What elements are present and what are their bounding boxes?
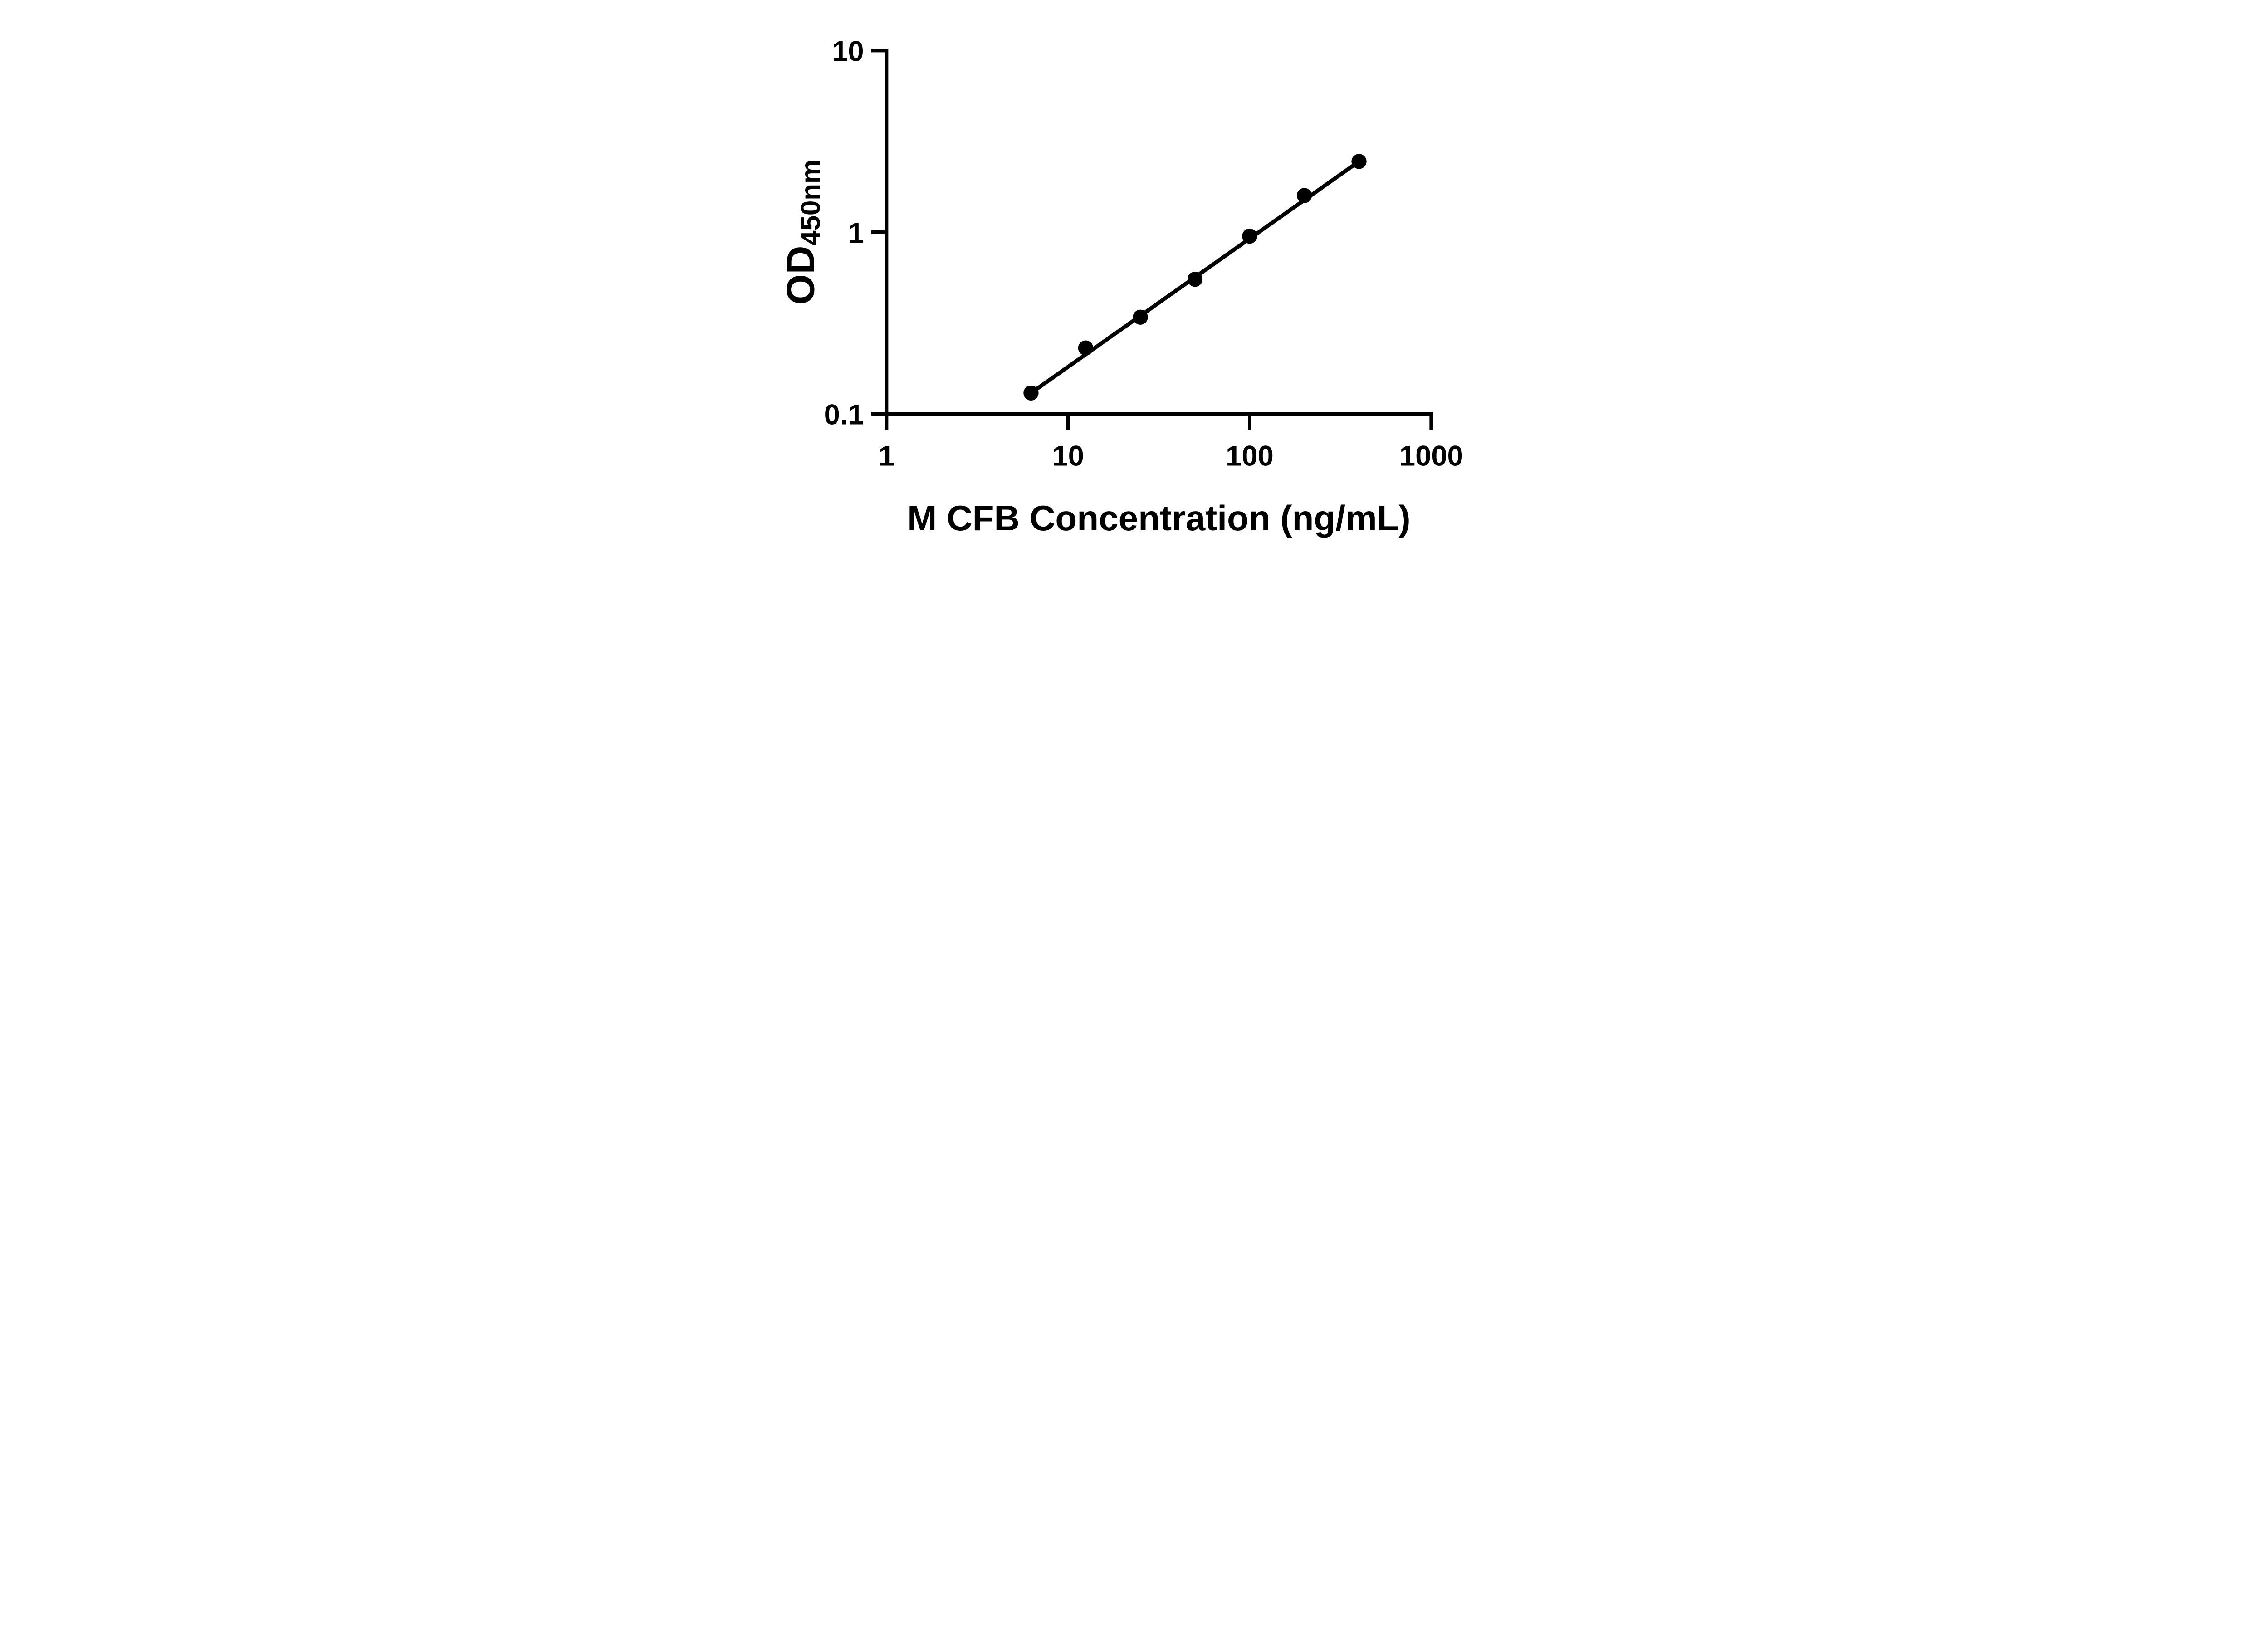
data-point xyxy=(1242,228,1257,244)
od-label: OD xyxy=(779,246,822,305)
x-tick-label: 100 xyxy=(1226,440,1274,472)
od-subscript-label: 450nm xyxy=(796,160,826,246)
standard-curve-figure: 1 10 100 1000 0.1 1 10 M CFB Concentration (ng/… xyxy=(753,0,1515,544)
data-point xyxy=(1078,340,1094,356)
x-axis-title: M CFB Concentration (ng/mL) xyxy=(907,498,1411,538)
data-point xyxy=(1296,188,1312,203)
data-point xyxy=(1187,271,1203,287)
y-tick-label: 0.1 xyxy=(824,399,864,430)
data-point xyxy=(1133,309,1148,325)
y-tick-label: 1 xyxy=(848,217,864,249)
standard-curve-chart: 1 10 100 1000 0.1 1 10 M CFB Concentration (ng/… xyxy=(753,0,1515,544)
plot-frame xyxy=(885,49,1433,416)
x-tick-label: 10 xyxy=(1052,440,1084,472)
y-axis-title: OD450nm xyxy=(779,160,826,305)
data-point xyxy=(1351,154,1367,169)
x-tick-label: 1 xyxy=(879,440,894,472)
data-point xyxy=(1023,385,1039,401)
y-tick-label: 10 xyxy=(832,36,864,68)
x-tick-label: 1000 xyxy=(1399,440,1463,472)
